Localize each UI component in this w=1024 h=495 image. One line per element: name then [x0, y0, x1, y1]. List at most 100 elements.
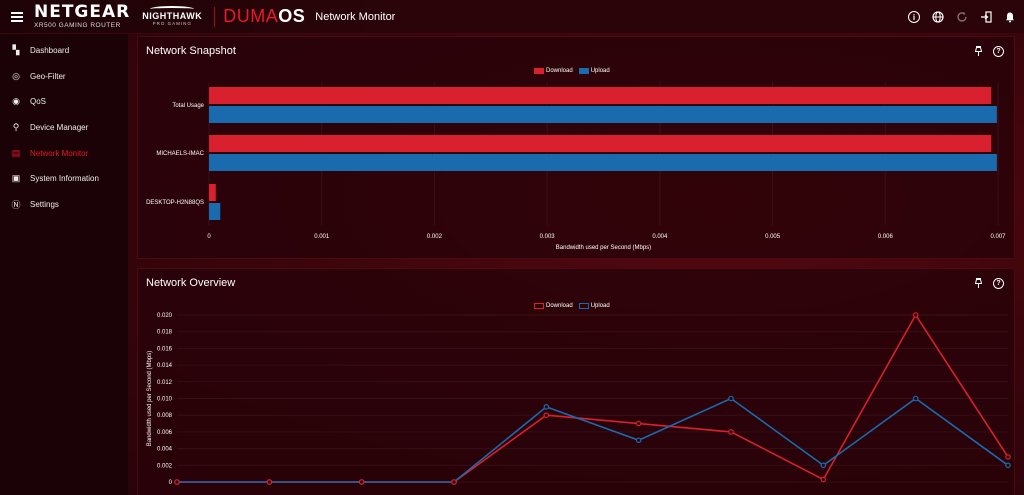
x-tick-label: 0.001 [314, 234, 330, 240]
network-snapshot-title: Network Snapshot [146, 45, 236, 57]
sidebar-item-device-manager[interactable]: ⚲ Device Manager [0, 115, 128, 141]
upload-swatch [578, 68, 589, 74]
network-monitor-icon: ▤ [11, 147, 21, 158]
download-point [912, 312, 919, 318]
upload-point [820, 462, 827, 469]
refresh-icon[interactable] [956, 11, 968, 23]
upload-point [543, 404, 550, 410]
x-tick-label: 0.002 [427, 234, 443, 240]
sidebar-item-qos[interactable]: ◉ QoS [0, 89, 128, 115]
y-tick-label: 0.014 [157, 363, 173, 369]
download-point [1005, 454, 1011, 460]
snapshot-legend: Download Upload [534, 68, 610, 74]
download-point [635, 420, 642, 427]
category-label: DESKTOP-H2N88QS [146, 200, 204, 206]
sidebar-item-label: Device Manager [30, 123, 89, 133]
upload-point [912, 395, 919, 402]
upload-point [728, 395, 734, 402]
download-bar [209, 87, 992, 104]
device-manager-icon: ⚲ [12, 122, 20, 133]
upload-point [1005, 462, 1011, 469]
sidebar: ▚ Dashboard ◎ Geo-Filter ◉ QoS ⚲ Device … [0, 34, 128, 495]
duma-os-logo: DUMAOS [223, 6, 305, 27]
sidebar-item-system-information[interactable]: ▣ System Information [0, 166, 128, 192]
download-swatch [534, 303, 544, 309]
dashboard-icon: ▚ [12, 45, 20, 56]
upload-bar [209, 154, 997, 171]
x-tick-label: 0.007 [990, 234, 1006, 240]
y-tick-label: 0.002 [157, 463, 173, 469]
y-tick-label: 0.018 [157, 330, 173, 336]
x-tick-label: 0 [207, 234, 211, 240]
pin-icon[interactable] [973, 278, 983, 288]
x-tick-label: 0.005 [765, 234, 781, 240]
globe-icon[interactable] [932, 11, 944, 23]
snapshot-bar-chart: 0 0.001 0.002 0.003 0.004 0.005 0.006 0.007 Band… [146, 82, 1006, 251]
nighthawk-swoosh [150, 6, 195, 12]
category-label: Total Usage [172, 103, 204, 109]
page-title: Network Monitor [315, 10, 396, 23]
logout-icon[interactable] [980, 11, 992, 23]
x-tick-label: 0.004 [652, 234, 668, 240]
y-tick-label: 0.020 [157, 313, 173, 319]
bell-icon[interactable] [1004, 11, 1016, 23]
netgear-logo: NETGEAR XR500 GAMING ROUTER [34, 1, 131, 30]
geo-filter-icon: ◎ [12, 70, 20, 81]
sidebar-item-settings[interactable]: Ⓝ Settings [0, 192, 128, 218]
nighthawk-logo: NIGHTHAWK PRO GAMING [142, 6, 202, 27]
overview-line-chart: 0 0.002 0.004 0.006 0.008 0.010 0.012 0.014 0.01… [147, 312, 1011, 486]
info-icon[interactable]: i [908, 11, 920, 23]
download-point [451, 479, 457, 485]
legend-download[interactable]: Download [546, 68, 573, 74]
brand-subtitle: XR500 GAMING ROUTER [34, 21, 121, 29]
settings-icon: Ⓝ [11, 199, 21, 210]
legend-upload[interactable]: Upload [590, 303, 610, 309]
upload-bar [209, 203, 221, 220]
y-tick-label: 0.004 [157, 447, 173, 453]
download-bar [209, 135, 992, 152]
qos-icon: ◉ [12, 96, 20, 107]
network-snapshot-panel: Network Snapshot ? Download Upload 0 0.00… [137, 36, 1015, 259]
download-point [358, 479, 365, 485]
sidebar-item-label: Geo-Filter [30, 71, 66, 81]
upload-bar [209, 106, 997, 123]
menu-icon[interactable] [0, 0, 34, 34]
sidebar-item-geo-filter[interactable]: ◎ Geo-Filter [0, 64, 128, 90]
network-overview-title: Network Overview [146, 277, 236, 289]
pin-icon[interactable] [973, 46, 983, 56]
upload-swatch [578, 303, 589, 309]
download-point [266, 479, 273, 485]
download-point [174, 479, 180, 485]
y-axis-title: Bandwidth used per Second (Mbps) [147, 351, 153, 446]
legend-upload[interactable]: Upload [590, 68, 610, 74]
category-label: MICHAELS-IMAC [156, 151, 204, 157]
x-axis-title: Bandwidth used per Second (Mbps) [556, 245, 651, 251]
system-info-icon: ▣ [11, 173, 21, 184]
sidebar-item-label: QoS [30, 97, 47, 107]
upload-point [635, 437, 642, 444]
nighthawk-subtitle: PRO GAMING [152, 21, 192, 27]
download-point [543, 412, 550, 419]
download-point [728, 429, 734, 435]
upload-line [177, 397, 1009, 483]
sidebar-item-label: Dashboard [30, 46, 70, 56]
legend-download[interactable]: Download [546, 303, 573, 309]
download-bar [209, 184, 216, 201]
top-bar: NETGEAR XR500 GAMING ROUTER NIGHTHAWK PR… [0, 0, 1024, 34]
sidebar-item-dashboard[interactable]: ▚ Dashboard [0, 38, 128, 64]
help-icon[interactable]: ? [993, 278, 1004, 289]
sidebar-item-label: System Information [30, 174, 99, 184]
header-icons: i [908, 0, 1016, 34]
y-tick-label: 0.010 [157, 397, 173, 403]
y-tick-label: 0.012 [157, 380, 173, 386]
sidebar-item-network-monitor[interactable]: ▤ Network Monitor [0, 140, 128, 166]
overview-legend: Download Upload [534, 303, 610, 309]
help-icon[interactable]: ? [993, 46, 1004, 57]
duma-text: DUMA [223, 6, 279, 26]
header-divider [214, 6, 216, 27]
download-point [820, 476, 827, 483]
x-tick-label: 0.003 [540, 234, 556, 240]
download-swatch [534, 68, 544, 74]
y-tick-label: 0 [169, 480, 173, 486]
brand-name: NETGEAR [34, 1, 131, 22]
